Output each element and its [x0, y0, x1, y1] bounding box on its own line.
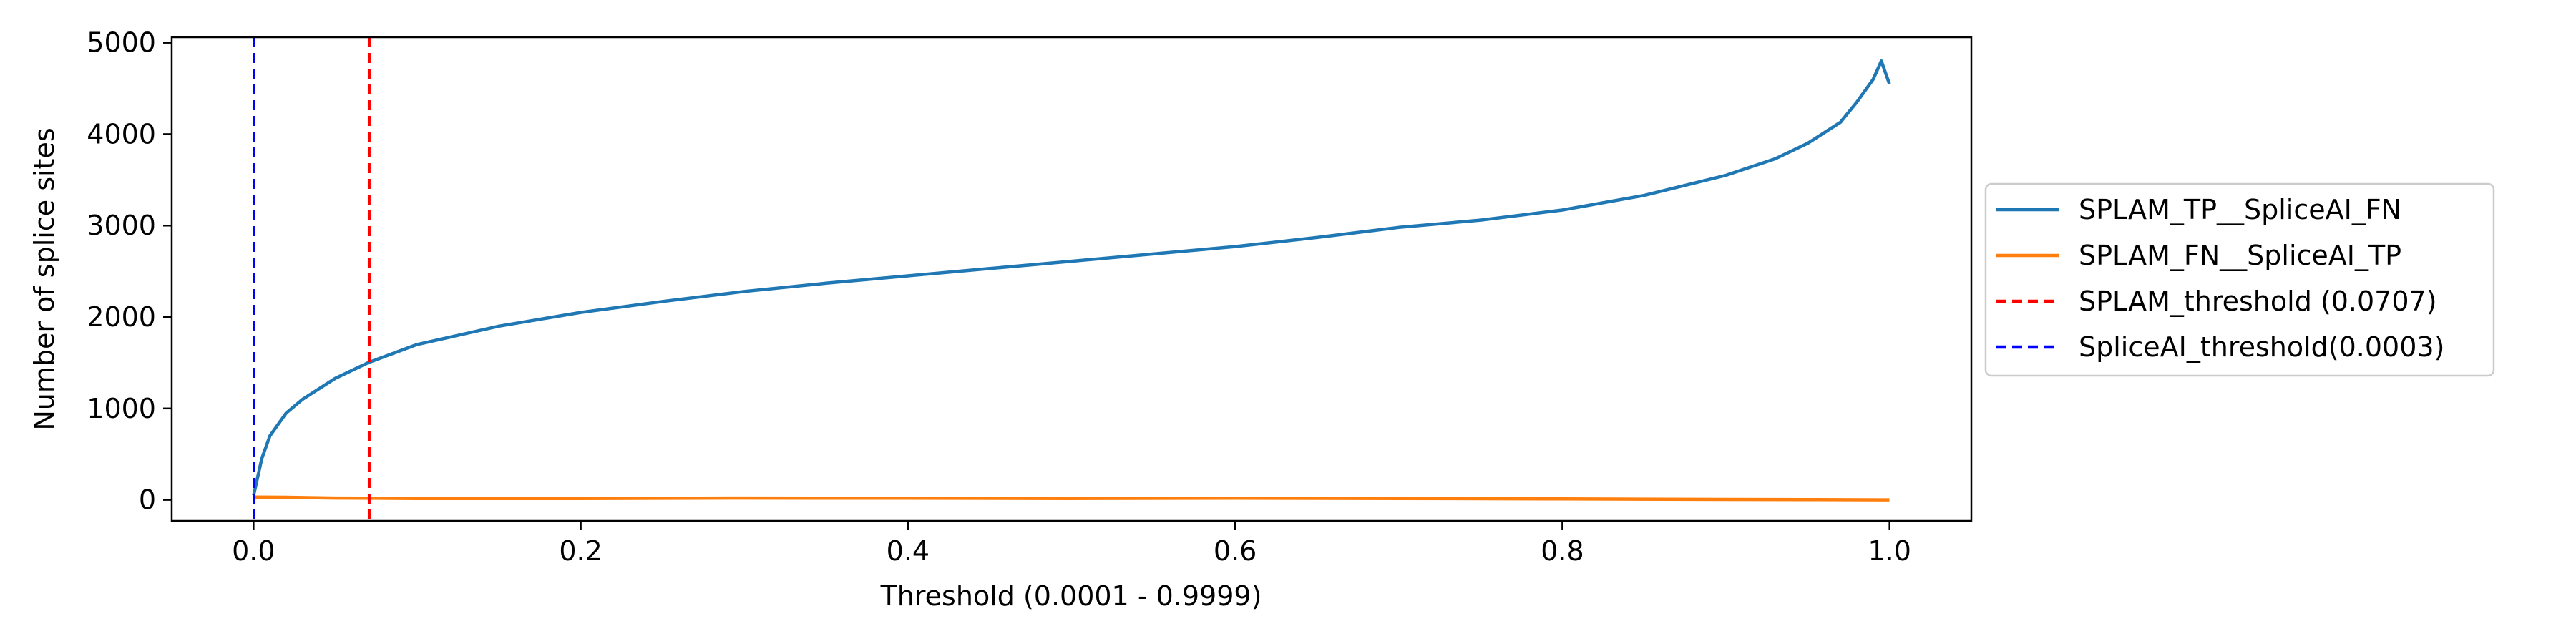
x-tick-label: 0.0 [232, 535, 275, 567]
plot-area [252, 37, 1891, 521]
y-tick-label: 1000 [87, 393, 156, 424]
legend-label-spliceai-threshold-0-0003: SpliceAI_threshold(0.0003) [2079, 331, 2444, 363]
y-tick-label: 5000 [87, 27, 156, 59]
legend-label-splam-threshold-0-0707: SPLAM_threshold (0.0707) [2079, 286, 2437, 317]
y-tick-label: 3000 [87, 210, 156, 241]
legend-frame [1984, 182, 2495, 377]
x-axis: 0.0 0.2 0.4 0.6 0.8 1.0 [232, 521, 1911, 567]
x-axis-label: Threshold (0.0001 - 0.9999) [880, 580, 1262, 612]
x-tick-label: 0.6 [1214, 535, 1257, 567]
y-axis: 0 1000 2000 3000 4000 5000 [87, 27, 172, 516]
y-axis-label: Number of splice sites [29, 127, 60, 430]
y-tick-label: 2000 [87, 301, 156, 333]
legend-label-splam-fn-spliceai-tp: SPLAM_FN__SpliceAI_TP [2079, 240, 2401, 271]
y-tick-label: 4000 [87, 118, 156, 150]
series-line-splam-tp-spliceai-fn [252, 59, 1891, 496]
legend: SPLAM_TP__SpliceAI_FN SPLAM_FN__SpliceAI_… [1984, 182, 2495, 377]
x-tick-label: 0.4 [887, 535, 930, 567]
x-tick-label: 1.0 [1868, 535, 1911, 567]
axes-frame [170, 36, 1973, 522]
series-line-splam-fn-spliceai-tp [253, 495, 1890, 502]
x-tick-label: 0.2 [559, 535, 602, 567]
legend-label-splam-tp-spliceai-fn: SPLAM_TP__SpliceAI_FN [2079, 194, 2401, 225]
y-tick-label: 0 [139, 484, 156, 516]
x-tick-label: 0.8 [1541, 535, 1584, 567]
